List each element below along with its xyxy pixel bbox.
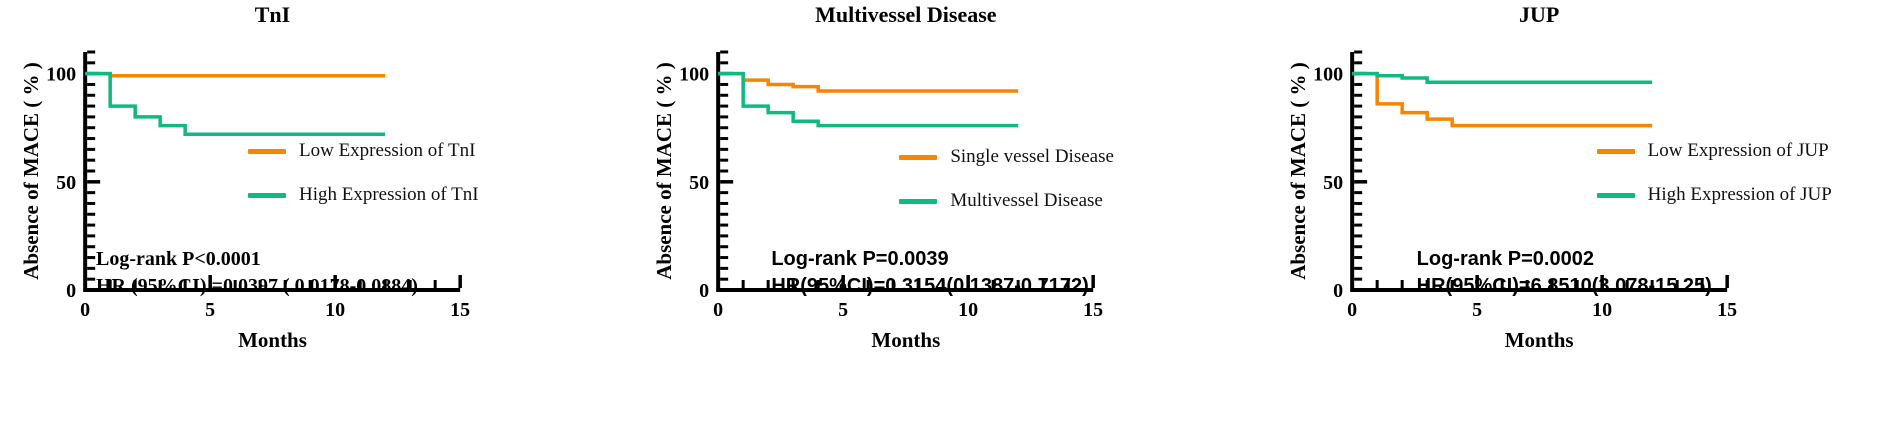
series-line-0 bbox=[85, 71, 386, 78]
x-tick-label: 0 bbox=[80, 299, 90, 321]
legend-label: Low Expression of JUP bbox=[1647, 140, 1829, 161]
y-tick-label: 100 bbox=[1313, 64, 1343, 86]
y-tick-label: 50 bbox=[689, 172, 709, 194]
legend-label: Low Expression of TnI bbox=[299, 140, 476, 161]
x-tick-label: 0 bbox=[713, 299, 723, 321]
legend: Single vessel Disease Multivessel Diseas… bbox=[899, 146, 1114, 212]
y-tick-label: 50 bbox=[1323, 172, 1343, 194]
legend-swatch bbox=[248, 148, 286, 154]
logrank-text: Log-rank P<0.0001 bbox=[96, 248, 261, 270]
legend-label: High Expression of TnI bbox=[299, 184, 479, 205]
x-tick-label: 15 bbox=[450, 299, 470, 321]
legend-swatch bbox=[899, 198, 938, 204]
series-line-0 bbox=[1351, 71, 1652, 128]
legend-swatch bbox=[1596, 192, 1635, 198]
legend: Low Expression of JUP High Expression of… bbox=[1596, 140, 1832, 206]
x-tick-label: 0 bbox=[1347, 299, 1357, 321]
series-line-1 bbox=[718, 71, 1019, 128]
y-tick-label: 100 bbox=[679, 64, 709, 86]
km-plot: 0 50 100 0 5 10 15 bbox=[46, 50, 470, 321]
stats-annotation: Log-rank P=0.0002 HR(95%CI)=6.8510(3.078… bbox=[1417, 246, 1712, 300]
hazard-ratio-text: HR(95%CI)=6.8510(3.078-15.25) bbox=[1416, 275, 1712, 297]
hazard-ratio-text: HR (95%CI) =0.0397 ( 0.0178-0.0884) bbox=[96, 275, 418, 297]
stats-annotation: Log-rank P<0.0001 HR (95%CI) =0.0397 ( 0… bbox=[96, 246, 418, 300]
panel-title: TnI bbox=[254, 2, 291, 27]
series-line-1 bbox=[1351, 71, 1652, 85]
legend-item: Single vessel Disease bbox=[899, 146, 1114, 168]
panel-title: Multivessel Disease bbox=[815, 2, 997, 27]
logrank-text: Log-rank P=0.0002 bbox=[1416, 248, 1594, 270]
legend-label: Multivessel Disease bbox=[950, 190, 1103, 211]
x-axis-label: Months bbox=[238, 328, 307, 352]
panel-tni: TnI Absence of MACE ( % ) 0 50 100 0 5 10 15 L… bbox=[0, 0, 633, 429]
x-tick-label: 10 bbox=[1592, 299, 1612, 321]
y-tick-label: 100 bbox=[46, 64, 76, 86]
y-tick-label: 0 bbox=[66, 280, 76, 302]
km-plot: 0 50 100 0 5 10 15 bbox=[679, 50, 1103, 321]
series-line-1 bbox=[85, 71, 386, 136]
y-tick-label: 0 bbox=[1333, 280, 1343, 302]
x-tick-label: 10 bbox=[325, 299, 345, 321]
legend-label: Single vessel Disease bbox=[950, 146, 1114, 167]
legend-item: High Expression of JUP bbox=[1596, 184, 1832, 206]
legend-item: High Expression of TnI bbox=[248, 184, 479, 206]
x-tick-label: 5 bbox=[205, 299, 215, 321]
x-tick-label: 15 bbox=[1083, 299, 1103, 321]
stats-annotation: Log-rank P=0.0039 HR(95%CI)=0.3154(0.138… bbox=[771, 246, 1088, 300]
km-plot: 0 50 100 0 5 10 15 bbox=[1313, 50, 1737, 321]
axis-spines bbox=[83, 52, 461, 292]
logrank-text: Log-rank P=0.0039 bbox=[771, 248, 949, 270]
axis-spines bbox=[1349, 52, 1727, 292]
legend-item: Low Expression of JUP bbox=[1596, 140, 1832, 162]
x-tick-label: 5 bbox=[838, 299, 848, 321]
x-tick-label: 10 bbox=[958, 299, 978, 321]
panel-jup: JUP Absence of MACE ( % ) 0 50 100 0 5 10 15 L… bbox=[1267, 0, 1900, 429]
panel-multivessel-disease: Multivessel Disease Absence of MACE ( % … bbox=[633, 0, 1266, 429]
x-axis-label: Months bbox=[871, 328, 941, 352]
y-tick-label: 50 bbox=[56, 172, 76, 194]
legend-swatch bbox=[248, 192, 286, 198]
series-line-0 bbox=[718, 71, 1019, 93]
axis-spines bbox=[716, 52, 1094, 292]
legend-swatch bbox=[1596, 148, 1635, 154]
hazard-ratio-text: HR(95%CI)=0.3154(0.1387-0.7172) bbox=[771, 275, 1089, 297]
legend-label: High Expression of JUP bbox=[1647, 184, 1832, 205]
legend-item: Multivessel Disease bbox=[899, 190, 1114, 212]
panel-title: JUP bbox=[1518, 2, 1560, 27]
x-tick-label: 15 bbox=[1717, 299, 1737, 321]
legend: Low Expression of TnI High Expression of… bbox=[248, 140, 479, 206]
x-axis-label: Months bbox=[1504, 328, 1574, 352]
y-tick-label: 0 bbox=[699, 280, 709, 302]
legend-item: Low Expression of TnI bbox=[248, 140, 479, 162]
x-tick-label: 5 bbox=[1472, 299, 1482, 321]
legend-swatch bbox=[899, 154, 938, 160]
